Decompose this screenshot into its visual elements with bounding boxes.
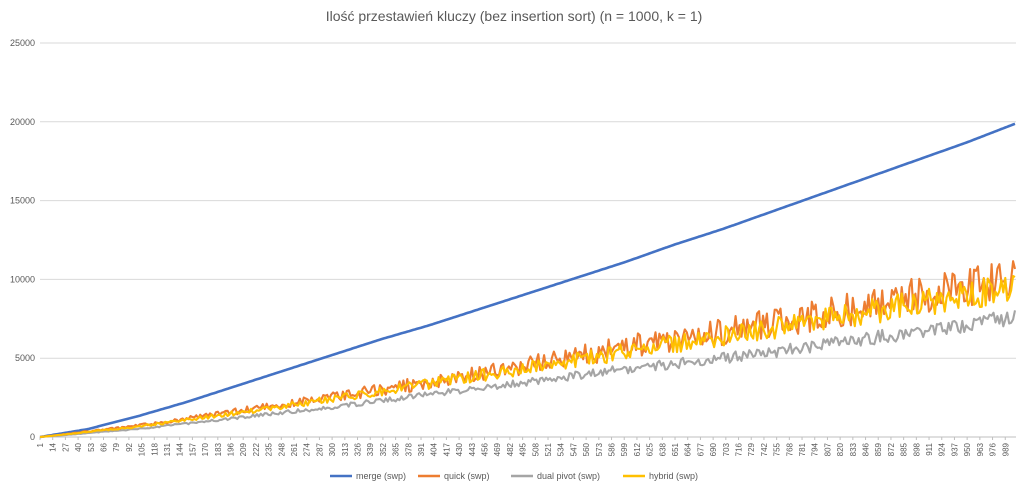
x-tick-label: 1 — [36, 442, 45, 447]
chart-title: Ilość przestawień kluczy (bez insertion … — [326, 8, 703, 24]
series-lines — [39, 122, 1017, 439]
x-tick-label: 885 — [900, 442, 909, 456]
x-tick-label: 92 — [125, 442, 134, 451]
x-tick-label: 40 — [74, 442, 83, 451]
x-tick-label: 261 — [290, 442, 299, 456]
x-tick-label: 235 — [265, 442, 274, 456]
x-tick-label: 872 — [887, 442, 896, 456]
x-tick-label: 53 — [87, 442, 96, 451]
x-tick-label: 989 — [1001, 442, 1010, 456]
x-tick-label: 560 — [582, 442, 591, 456]
x-tick-label: 599 — [620, 442, 629, 456]
series-line-1 — [39, 260, 1017, 439]
x-tick-label: 625 — [646, 442, 655, 456]
y-tick-label: 25000 — [10, 38, 35, 48]
x-tick-label: 417 — [442, 442, 451, 456]
x-tick-label: 183 — [214, 442, 223, 456]
x-tick-label: 326 — [354, 442, 363, 456]
x-tick-label: 924 — [938, 442, 947, 456]
x-tick-label: 833 — [849, 442, 858, 456]
y-tick-label: 0 — [30, 432, 35, 442]
x-tick-label: 742 — [760, 442, 769, 456]
x-tick-label: 950 — [963, 442, 972, 456]
x-tick-label: 300 — [328, 442, 337, 456]
x-tick-label: 352 — [379, 442, 388, 456]
legend-label: dual pivot (swp) — [537, 471, 600, 481]
x-tick-label: 131 — [163, 442, 172, 456]
y-tick-label: 15000 — [10, 196, 35, 206]
x-tick-label: 755 — [773, 442, 782, 456]
x-tick-label: 339 — [366, 442, 375, 456]
x-tick-label: 690 — [709, 442, 718, 456]
x-tick-label: 391 — [417, 442, 426, 456]
x-tick-label: 586 — [608, 442, 617, 456]
x-tick-label: 651 — [671, 442, 680, 456]
series-line-3 — [39, 274, 1016, 439]
x-tick-label: 495 — [519, 442, 528, 456]
x-tick-label: 222 — [252, 442, 261, 456]
x-tick-label: 248 — [277, 442, 286, 456]
x-tick-label: 898 — [912, 442, 921, 456]
x-axis: 1 14 27 40 53 66 79 92 105 118 131 144 157 170 183 196 2… — [36, 436, 1016, 456]
x-tick-label: 105 — [138, 442, 147, 456]
x-tick-label: 547 — [569, 442, 578, 456]
x-tick-label: 846 — [862, 442, 871, 456]
x-tick-label: 482 — [506, 442, 515, 456]
x-tick-label: 443 — [468, 442, 477, 456]
x-tick-label: 404 — [430, 442, 439, 456]
x-tick-label: 859 — [874, 442, 883, 456]
x-tick-label: 937 — [950, 442, 959, 456]
x-tick-label: 144 — [176, 442, 185, 456]
x-tick-label: 911 — [925, 442, 934, 455]
x-tick-label: 729 — [747, 442, 756, 456]
x-tick-label: 209 — [239, 442, 248, 456]
x-tick-label: 976 — [989, 442, 998, 456]
x-tick-label: 79 — [112, 442, 121, 451]
y-tick-label: 5000 — [15, 353, 35, 363]
x-tick-label: 534 — [557, 442, 566, 456]
x-tick-label: 456 — [481, 442, 490, 456]
x-tick-label: 430 — [455, 442, 464, 456]
x-tick-label: 14 — [49, 442, 58, 451]
x-tick-label: 716 — [735, 442, 744, 456]
x-tick-label: 820 — [836, 442, 845, 456]
y-axis: 0 5000 10000 15000 20000 25000 — [10, 38, 35, 442]
legend-label: hybrid (swp) — [649, 471, 698, 481]
x-tick-label: 664 — [684, 442, 693, 456]
series-line-0 — [39, 122, 1016, 439]
x-tick-label: 781 — [798, 442, 807, 456]
series-line-2 — [39, 310, 1017, 439]
x-tick-label: 638 — [658, 442, 667, 456]
x-tick-label: 66 — [100, 442, 109, 451]
legend-label: merge (swp) — [356, 471, 406, 481]
x-tick-label: 612 — [633, 442, 642, 456]
x-tick-label: 573 — [595, 442, 604, 456]
y-tick-label: 20000 — [10, 117, 35, 127]
x-tick-label: 703 — [722, 442, 731, 456]
legend-label: quick (swp) — [444, 471, 490, 481]
x-tick-label: 794 — [811, 442, 820, 456]
x-tick-label: 677 — [696, 442, 705, 456]
x-tick-label: 313 — [341, 442, 350, 456]
x-tick-label: 196 — [227, 442, 236, 456]
x-tick-label: 469 — [493, 442, 502, 456]
x-tick-label: 378 — [404, 442, 413, 456]
x-tick-label: 287 — [315, 442, 324, 456]
x-tick-label: 768 — [785, 442, 794, 456]
x-tick-label: 963 — [976, 442, 985, 456]
x-tick-label: 508 — [531, 442, 540, 456]
y-tick-label: 10000 — [10, 274, 35, 284]
x-tick-label: 157 — [188, 442, 197, 456]
legend: merge (swp) quick (swp) dual pivot (swp) hy… — [330, 471, 698, 481]
x-tick-label: 27 — [61, 442, 70, 451]
x-tick-label: 365 — [392, 442, 401, 456]
x-tick-label: 807 — [823, 442, 832, 456]
x-tick-label: 521 — [544, 442, 553, 456]
x-tick-label: 274 — [303, 442, 312, 456]
x-tick-label: 170 — [201, 442, 210, 456]
x-tick-label: 118 — [150, 442, 159, 455]
